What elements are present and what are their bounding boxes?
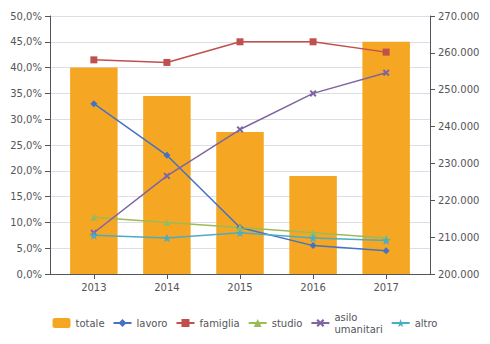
svg-text:230.000: 230.000 [438,158,479,169]
svg-text:lavoro: lavoro [137,318,168,329]
svg-text:0,0%: 0,0% [17,269,42,280]
svg-text:2015: 2015 [227,282,252,293]
svg-text:10,0%: 10,0% [10,217,42,228]
svg-text:altro: altro [415,318,438,329]
svg-text:2014: 2014 [154,282,179,293]
svg-text:35,0%: 35,0% [10,88,42,99]
svg-text:40,0%: 40,0% [10,62,42,73]
svg-text:50,0%: 50,0% [10,11,42,22]
svg-text:2017: 2017 [373,282,398,293]
svg-text:asilo: asilo [334,312,357,323]
svg-text:200.000: 200.000 [438,269,479,280]
svg-text:45,0%: 45,0% [10,36,42,47]
svg-text:220.000: 220.000 [438,195,479,206]
svg-text:250.000: 250.000 [438,84,479,95]
svg-text:totale: totale [76,318,105,329]
svg-text:20,0%: 20,0% [10,165,42,176]
svg-text:30,0%: 30,0% [10,114,42,125]
svg-text:famiglia: famiglia [199,318,239,329]
svg-text:25,0%: 25,0% [10,140,42,151]
svg-text:270.000: 270.000 [438,11,479,22]
svg-text:15,0%: 15,0% [10,191,42,202]
svg-text:260.000: 260.000 [438,47,479,58]
svg-text:5,0%: 5,0% [17,243,42,254]
svg-text:2013: 2013 [81,282,106,293]
svg-text:2016: 2016 [300,282,325,293]
svg-text:umanitari: umanitari [334,324,382,335]
svg-text:210.000: 210.000 [438,232,479,243]
svg-text:studio: studio [272,318,303,329]
svg-text:240.000: 240.000 [438,121,479,132]
